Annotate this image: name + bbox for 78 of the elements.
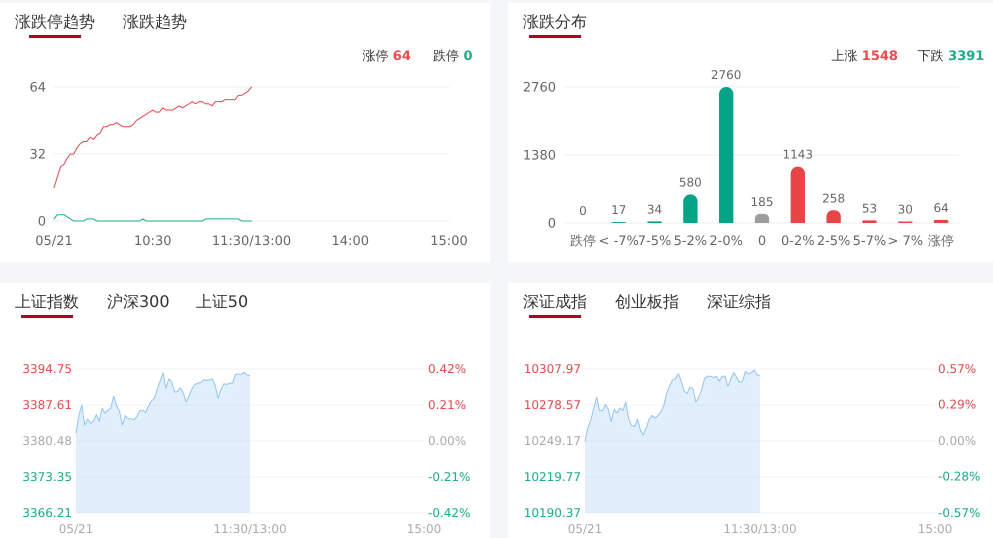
chart-title: 涨跌停趋势 bbox=[15, 12, 95, 31]
y-tick-label: 10278.57 bbox=[524, 398, 581, 412]
x-tick-label: 7-5% bbox=[638, 234, 672, 249]
data-label: 17 bbox=[611, 203, 626, 218]
bar bbox=[719, 87, 734, 223]
y-tick-label: 0 bbox=[548, 216, 556, 232]
x-tick-label: 0-2% bbox=[781, 234, 815, 249]
x-tick-label: 5-7% bbox=[852, 234, 886, 249]
y2-tick-label: 0.42% bbox=[428, 362, 466, 376]
x-tick-label: 跌停 bbox=[570, 234, 596, 249]
data-label: 53 bbox=[862, 201, 878, 216]
data-label: 30 bbox=[898, 202, 913, 217]
text: 跌停 0 bbox=[433, 49, 473, 64]
y-tick-label: 10249.17 bbox=[524, 434, 581, 448]
text: 深证综指 bbox=[707, 292, 771, 311]
chart-title: 涨跌分布 bbox=[523, 12, 587, 31]
x-tick-label: > 7% bbox=[887, 234, 924, 249]
y-tick-label: 10307.97 bbox=[524, 362, 581, 376]
line-series bbox=[54, 86, 252, 188]
data-label: 34 bbox=[646, 202, 662, 216]
line-series bbox=[54, 214, 252, 222]
y-tick-label: 3366.21 bbox=[22, 506, 72, 520]
text: 上涨 1548 bbox=[831, 49, 898, 64]
data-label: 185 bbox=[750, 194, 774, 209]
y-tick-label: 2760 bbox=[522, 80, 556, 96]
y-tick-label: 1380 bbox=[522, 148, 556, 164]
y2-tick-label: 0.00% bbox=[938, 434, 976, 448]
x-tick-label: 11:30/13:00 bbox=[213, 522, 287, 536]
x-tick-label: 10:30 bbox=[134, 234, 172, 249]
text: 上证50 bbox=[196, 292, 248, 311]
chart-title: 上证指数 bbox=[15, 292, 79, 311]
data-label: 580 bbox=[678, 175, 702, 190]
y-tick-label: 32 bbox=[29, 148, 46, 163]
x-tick-label: 14:00 bbox=[332, 234, 369, 249]
text: 涨跌趋势 bbox=[123, 12, 187, 31]
x-tick-label: 05/21 bbox=[568, 522, 602, 536]
y-tick-label: 3394.75 bbox=[22, 362, 72, 376]
y-tick-label: 64 bbox=[29, 80, 46, 96]
x-tick-label: 15:00 bbox=[918, 522, 952, 536]
chart-title: 深证成指 bbox=[523, 292, 587, 311]
y-tick-label: 3380.48 bbox=[22, 434, 72, 448]
x-tick-label: 05/21 bbox=[35, 234, 73, 249]
y-tick-label: 0 bbox=[38, 214, 46, 230]
y-tick-label: 10190.37 bbox=[524, 506, 581, 520]
x-tick-label: 2-5% bbox=[816, 234, 850, 249]
x-tick-label: 15:00 bbox=[406, 522, 442, 536]
x-tick-label: 11:30/13:00 bbox=[212, 234, 292, 249]
data-label: 64 bbox=[933, 200, 949, 215]
bar bbox=[934, 220, 948, 223]
text: 下跌 3391 bbox=[918, 49, 984, 64]
y2-tick-label: -0.57% bbox=[938, 506, 980, 520]
text: 创业板指 bbox=[615, 292, 679, 311]
bar bbox=[862, 220, 877, 223]
y2-tick-label: 0.29% bbox=[938, 398, 976, 412]
x-tick-label: 11:30/13:00 bbox=[723, 522, 797, 536]
x-tick-label: < -7% bbox=[598, 234, 639, 249]
y2-tick-label: -0.28% bbox=[938, 470, 980, 484]
x-tick-label: 涨停 bbox=[928, 234, 954, 249]
y2-tick-label: 0.21% bbox=[428, 398, 466, 412]
y2-tick-label: 0.00% bbox=[428, 434, 466, 448]
y2-tick-label: 0.57% bbox=[938, 362, 976, 376]
bar bbox=[790, 166, 805, 223]
data-label: 2760 bbox=[710, 68, 742, 82]
y2-tick-label: -0.42% bbox=[428, 506, 470, 520]
x-tick-label: 0 bbox=[758, 234, 766, 249]
y-tick-label: 10219.77 bbox=[524, 470, 581, 484]
y-tick-label: 3387.61 bbox=[22, 398, 72, 412]
data-label: 1143 bbox=[782, 148, 814, 162]
y2-tick-label: -0.21% bbox=[428, 470, 470, 484]
x-tick-label: 5-2% bbox=[674, 234, 708, 249]
x-tick-label: 2-0% bbox=[709, 234, 743, 249]
text: 沪深300 bbox=[107, 292, 170, 311]
x-tick-label: 15:00 bbox=[430, 234, 468, 249]
data-label: 258 bbox=[822, 191, 846, 206]
bar bbox=[683, 194, 698, 223]
y-tick-label: 3373.35 bbox=[22, 470, 72, 484]
text: 涨停 64 bbox=[362, 49, 411, 64]
x-tick-label: 05/21 bbox=[58, 522, 94, 536]
